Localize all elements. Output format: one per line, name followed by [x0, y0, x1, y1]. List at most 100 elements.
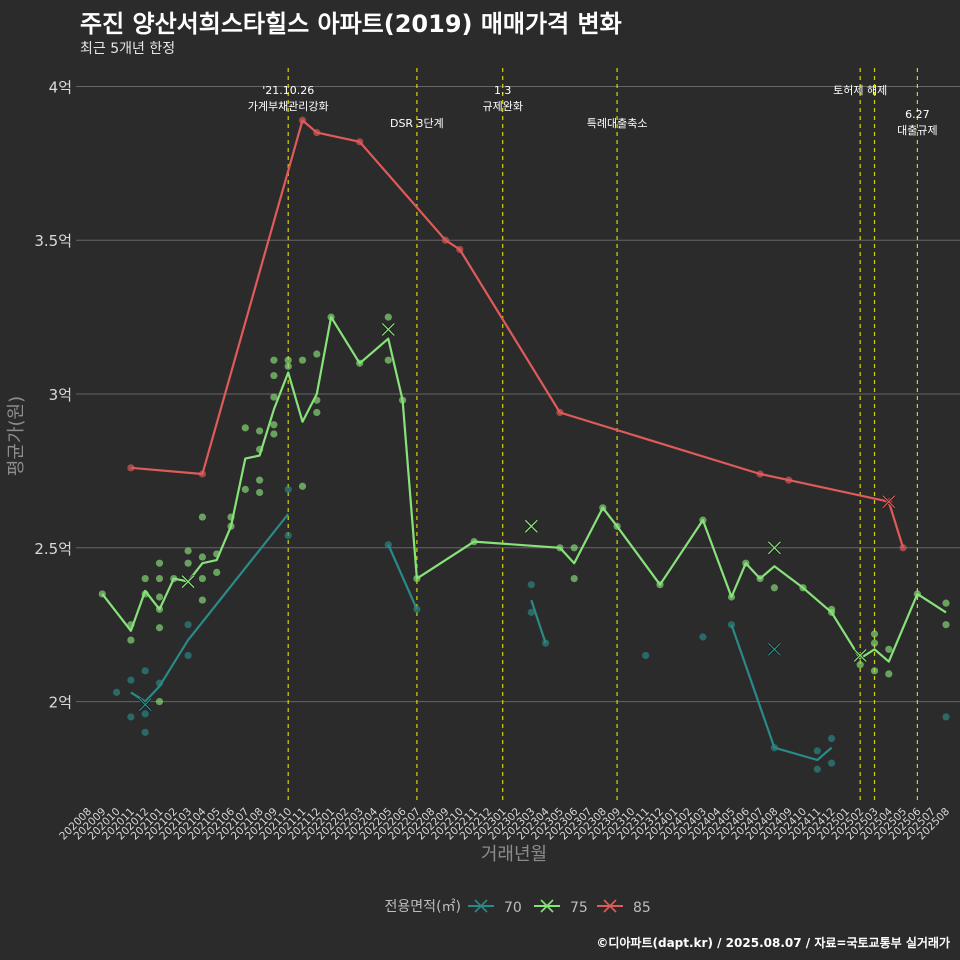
- transaction-point-70: [527, 608, 535, 616]
- y-tick-label: 3억: [49, 386, 72, 404]
- transaction-point-75: [155, 559, 164, 567]
- transaction-point-75: [256, 488, 264, 497]
- transaction-point-70: [284, 485, 292, 493]
- event-label: 1.3: [494, 84, 512, 97]
- transaction-point-70: [828, 759, 836, 767]
- series-line-70: [730, 624, 833, 762]
- transaction-point-70: [699, 633, 707, 641]
- transaction-point-75: [256, 476, 264, 484]
- transaction-point-70: [642, 651, 650, 660]
- transaction-point-70: [141, 728, 149, 736]
- transaction-point-75: [298, 356, 307, 364]
- transaction-point-75: [870, 630, 879, 638]
- transaction-point-75: [942, 621, 950, 629]
- event-label: '21.10.26: [262, 84, 314, 97]
- legend-swatch-cross: [474, 899, 488, 913]
- transaction-point-75: [270, 421, 278, 429]
- legend-swatch-cross: [603, 899, 617, 913]
- event-label: 6.27: [905, 108, 930, 121]
- transaction-point-75: [270, 393, 278, 401]
- transaction-point-75: [885, 670, 893, 678]
- event-label: 토허제 해제: [833, 83, 887, 97]
- cross-marker-75: [381, 322, 395, 336]
- cross-marker-70: [767, 642, 781, 656]
- legend-label: 75: [570, 900, 588, 916]
- event-label: 특례대출축소: [587, 117, 648, 130]
- cross-marker-75: [853, 648, 867, 662]
- event-label: DSR 3단계: [390, 117, 444, 130]
- transaction-point-75: [256, 427, 264, 435]
- transaction-point-75: [155, 593, 164, 601]
- transaction-point-75: [313, 408, 321, 417]
- y-tick-label: 4억: [49, 78, 72, 96]
- transaction-point-75: [155, 574, 164, 583]
- event-label: 가계부채관리강화: [248, 100, 329, 113]
- transaction-point-75: [570, 544, 578, 552]
- transaction-point-75: [298, 482, 307, 490]
- series-line-70: [530, 599, 547, 644]
- chart-title: 주진 양산서희스타힐스 아파트(2019) 매매가격 변화: [80, 10, 622, 38]
- transaction-point-75: [213, 568, 221, 577]
- transaction-point-70: [127, 676, 135, 684]
- transaction-point-75: [241, 424, 249, 432]
- transaction-point-75: [770, 584, 779, 592]
- legend-label: 85: [633, 900, 651, 916]
- transaction-point-75: [284, 356, 292, 364]
- transaction-point-70: [113, 688, 121, 696]
- legend-swatch-cross: [540, 899, 554, 913]
- cross-markers: [138, 322, 896, 712]
- transaction-point-70: [828, 734, 836, 743]
- transaction-point-70: [141, 710, 149, 718]
- transaction-point-75: [313, 350, 321, 358]
- transaction-point-70: [813, 747, 821, 755]
- cross-marker-75: [181, 575, 195, 589]
- transaction-point-75: [155, 624, 164, 632]
- transaction-point-75: [198, 513, 206, 521]
- series-line-70: [387, 544, 418, 610]
- transaction-points: [98, 116, 950, 773]
- event-lines: [287, 68, 919, 800]
- cross-marker-75: [767, 541, 781, 555]
- transaction-point-75: [198, 574, 206, 583]
- source-caption: ©디아파트(dapt.kr) / 2025.08.07 / 자료=국토교통부 실…: [596, 936, 950, 950]
- cross-marker-70: [138, 698, 152, 712]
- transaction-point-75: [870, 667, 879, 675]
- transaction-point-70: [184, 651, 192, 660]
- transaction-point-75: [384, 356, 392, 364]
- transaction-point-75: [127, 636, 135, 644]
- transaction-point-75: [942, 599, 950, 607]
- y-axis-title: 평균가(원): [6, 396, 27, 476]
- y-axis-ticks: 2억 2.5억 3억 3.5억 4억: [34, 78, 72, 711]
- transaction-point-75: [270, 371, 278, 380]
- transaction-point-75: [198, 596, 206, 604]
- cross-marker-85: [882, 495, 896, 509]
- series-line-75: [101, 316, 947, 663]
- transaction-point-70: [184, 621, 192, 629]
- series-line-70: [130, 513, 290, 703]
- event-label: 대출규제: [897, 124, 937, 137]
- series-lines: [101, 119, 947, 762]
- transaction-point-75: [155, 697, 164, 706]
- transaction-point-70: [542, 639, 550, 647]
- chart-subtitle: 최근 5개년 한정: [80, 41, 176, 57]
- grid-lines: [76, 85, 960, 703]
- transaction-point-70: [284, 531, 292, 540]
- transaction-point-75: [870, 639, 879, 647]
- cross-marker-75: [524, 519, 538, 533]
- transaction-point-70: [942, 713, 950, 721]
- transaction-point-70: [527, 581, 535, 589]
- event-label: 규제완화: [482, 100, 522, 113]
- transaction-point-75: [270, 430, 278, 438]
- x-axis-ticks: 2020082020092020102020112020122021012021…: [57, 805, 952, 842]
- transaction-point-70: [813, 765, 821, 773]
- transaction-point-70: [727, 621, 736, 629]
- x-axis-title: 거래년월: [481, 844, 547, 865]
- series-line-85: [130, 119, 905, 549]
- legend-title: 전용면적(㎡): [385, 899, 461, 915]
- transaction-point-70: [127, 713, 135, 721]
- transaction-point-75: [856, 661, 864, 669]
- transaction-point-75: [384, 313, 392, 321]
- transaction-point-75: [885, 645, 893, 653]
